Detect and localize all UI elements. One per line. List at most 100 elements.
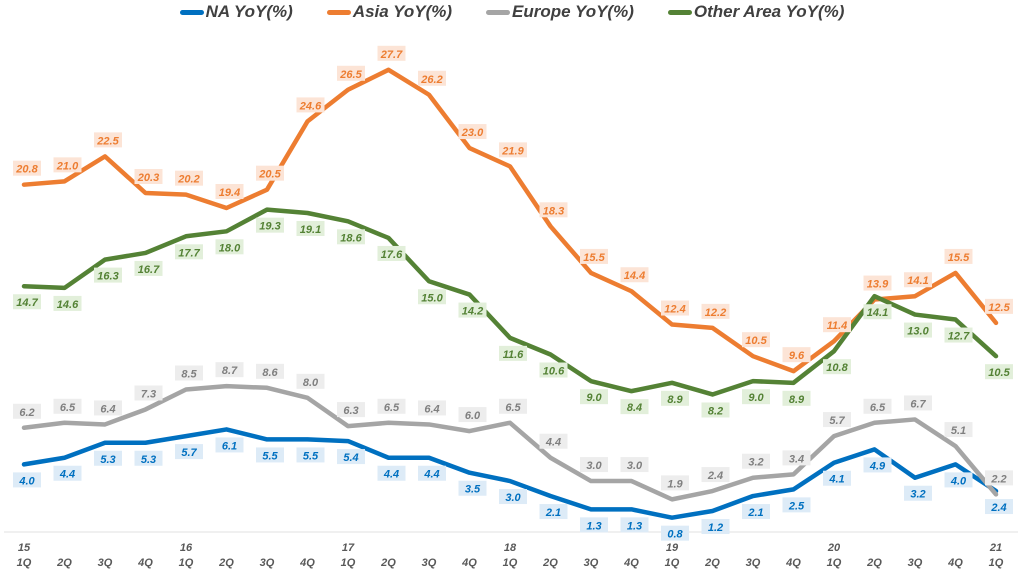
- data-label-bg: [499, 398, 527, 414]
- data-label-bg: [53, 295, 82, 311]
- x-tick-label: 1Q: [665, 557, 680, 569]
- data-label-text: 20.2: [177, 174, 199, 186]
- data-label: 0.8: [661, 525, 689, 541]
- data-label-bg: [256, 165, 284, 181]
- data-label-text: 8.0: [303, 377, 319, 389]
- data-label-text: 5.5: [303, 450, 319, 462]
- data-label-text: 6.5: [384, 402, 400, 414]
- x-tick-year: 16: [180, 542, 193, 554]
- data-label: 6.3: [337, 402, 365, 418]
- data-label: 19.3: [256, 217, 284, 233]
- data-label: 14.1: [863, 304, 892, 320]
- data-label: 20.2: [175, 170, 203, 186]
- data-label-text: 14.7: [16, 297, 38, 309]
- x-tick-label: 2Q: [218, 557, 234, 569]
- data-label-bg: [256, 447, 284, 463]
- legend-swatch: [667, 9, 692, 15]
- data-label-bg: [620, 399, 649, 415]
- data-label: 6.5: [53, 398, 82, 414]
- data-label: 2.5: [782, 497, 811, 513]
- data-label: 3.2: [742, 453, 770, 469]
- data-label: 4.4: [539, 433, 568, 449]
- x-tick-label: 1Q: [179, 557, 194, 569]
- data-label: 10.5: [985, 364, 1013, 380]
- data-label: 6.5: [499, 398, 527, 414]
- data-label-text: 4.4: [423, 469, 439, 481]
- data-label-bg: [823, 359, 851, 375]
- data-label-bg: [985, 499, 1013, 515]
- data-label-bg: [701, 467, 730, 483]
- data-label-bg: [863, 398, 892, 414]
- data-label-text: 5.3: [100, 454, 115, 466]
- x-tick-year: 20: [827, 542, 841, 554]
- data-label-bg: [458, 124, 487, 140]
- data-label-bg: [863, 275, 892, 291]
- data-label-text: 3.5: [465, 484, 481, 496]
- data-label-text: 6.7: [910, 398, 926, 410]
- x-tick-label: 1Q: [341, 557, 356, 569]
- legend-item: Asia YoY(%): [326, 2, 452, 22]
- data-label: 27.7: [377, 45, 406, 61]
- data-label: 20.5: [256, 165, 284, 181]
- x-tick-label: 3Q: [260, 557, 275, 569]
- data-label-text: 6.5: [60, 402, 76, 414]
- data-label: 12.5: [985, 298, 1013, 314]
- data-label: 5.3: [94, 450, 122, 466]
- data-label: 6.2: [13, 403, 41, 419]
- data-label-bg: [904, 322, 932, 338]
- x-tick-label: 4Q: [623, 557, 639, 569]
- data-label: 6.4: [418, 400, 446, 416]
- data-label: 24.6: [296, 97, 325, 113]
- data-label-text: 17.6: [381, 249, 403, 261]
- x-tick-label: 1Q: [827, 557, 842, 569]
- data-label: 20.3: [134, 169, 163, 185]
- data-label-bg: [296, 220, 325, 236]
- data-label: 10.5: [742, 332, 770, 348]
- data-label-text: 20.3: [137, 172, 159, 184]
- legend-swatch: [486, 9, 511, 15]
- data-label: 8.6: [256, 363, 284, 379]
- data-label-bg: [175, 244, 203, 260]
- data-label-text: 15.5: [948, 252, 970, 264]
- data-label-text: 26.2: [420, 74, 442, 86]
- data-label-text: 6.0: [465, 410, 481, 422]
- data-label-text: 26.5: [339, 69, 362, 81]
- data-label-bg: [94, 132, 122, 148]
- data-label-bg: [337, 229, 365, 245]
- data-label-bg: [944, 422, 973, 438]
- data-label-bg: [944, 472, 973, 488]
- data-label: 14.4: [620, 267, 649, 283]
- data-label-bg: [701, 303, 730, 319]
- data-label: 9.6: [782, 347, 811, 363]
- data-label-text: 7.3: [141, 388, 156, 400]
- x-tick-label: 1Q: [503, 557, 518, 569]
- data-label-bg: [215, 437, 244, 453]
- data-label-text: 8.9: [667, 394, 683, 406]
- data-label-bg: [53, 157, 82, 173]
- data-label-text: 3.4: [789, 453, 804, 465]
- data-label: 8.9: [661, 390, 689, 406]
- data-label-bg: [782, 390, 811, 406]
- data-label-bg: [661, 300, 689, 316]
- data-label-bg: [458, 480, 487, 496]
- data-label-text: 17.7: [178, 247, 200, 259]
- data-label-text: 10.8: [826, 362, 848, 374]
- data-label-text: 15.5: [583, 252, 605, 264]
- data-label-bg: [458, 302, 487, 318]
- data-label-bg: [94, 267, 122, 283]
- data-label-text: 13.9: [867, 279, 889, 291]
- data-label-text: 2.5: [788, 500, 805, 512]
- data-label-bg: [94, 400, 122, 416]
- x-tick-year: 17: [342, 542, 355, 554]
- data-label-bg: [13, 403, 41, 419]
- legend-label: Other Area YoY(%): [693, 2, 845, 21]
- data-label-bg: [215, 183, 244, 199]
- data-label-text: 2.1: [747, 507, 763, 519]
- data-label-text: 19.1: [300, 224, 321, 236]
- data-label-bg: [134, 450, 163, 466]
- data-label-bg: [904, 485, 932, 501]
- data-label: 18.3: [539, 202, 568, 218]
- x-tick-label: 4Q: [461, 557, 477, 569]
- data-label-text: 6.2: [19, 407, 34, 419]
- data-label: 16.7: [134, 260, 163, 276]
